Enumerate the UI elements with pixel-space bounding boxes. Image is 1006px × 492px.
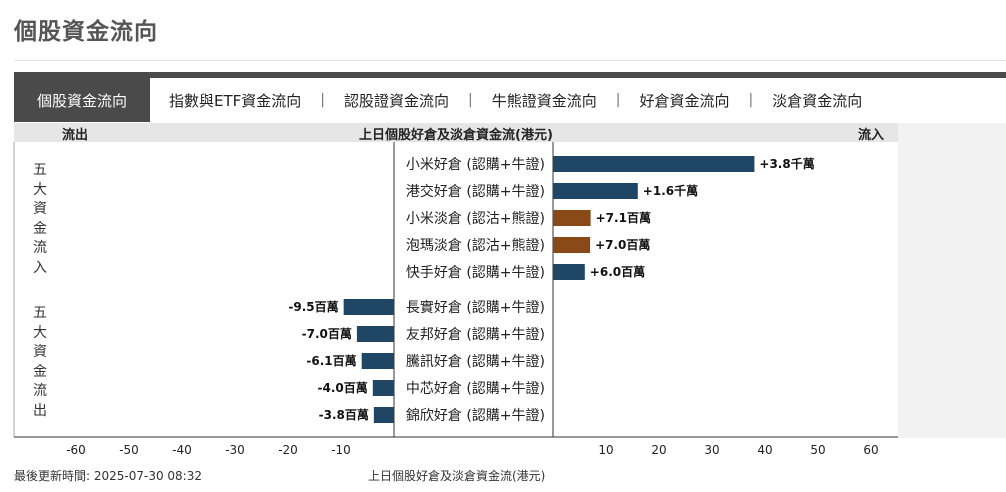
inflow-bar bbox=[553, 264, 585, 280]
inflow-value-label: +3.8千萬 bbox=[759, 156, 814, 171]
top5-outflow-side-label: 五大資金流出 bbox=[33, 305, 47, 419]
inflow-value-label: +7.1百萬 bbox=[596, 210, 651, 225]
last-updated-time: 最後更新時間: 2025-07-30 08:32 bbox=[14, 469, 202, 483]
x-tick-label: 20 bbox=[651, 443, 666, 457]
outflow-bar bbox=[372, 380, 394, 396]
inflow-value-label: +1.6千萬 bbox=[643, 183, 698, 198]
outflow-category-label: 中芯好倉 (認購+牛證) bbox=[406, 380, 545, 397]
outflow-value-label: -4.0百萬 bbox=[318, 380, 368, 395]
inflow-header-label: 流入 bbox=[857, 128, 884, 143]
tab-index-etf-fund-flow[interactable]: 指數與ETF資金流向 bbox=[169, 91, 302, 110]
tab-cbbc-fund-flow[interactable]: 牛熊證資金流向 bbox=[491, 91, 597, 110]
x-tick-label: -10 bbox=[331, 443, 351, 457]
tab-separator: | bbox=[468, 92, 473, 108]
x-tick-label: 50 bbox=[810, 443, 825, 457]
title-divider bbox=[14, 60, 1006, 61]
tab-separator: | bbox=[320, 92, 325, 108]
outflow-category-label: 友邦好倉 (認購+牛證) bbox=[406, 326, 545, 343]
outflow-category-label: 長實好倉 (認購+牛證) bbox=[406, 299, 545, 316]
outflow-category-label: 騰訊好倉 (認購+牛證) bbox=[406, 353, 545, 370]
outflow-bar bbox=[343, 299, 394, 315]
top5-inflow-side-label: 五大資金流入 bbox=[33, 162, 47, 276]
chart-caption: 上日個股好倉及淡倉資金流(港元) bbox=[368, 469, 546, 483]
x-tick-label: -50 bbox=[119, 443, 139, 457]
inflow-category-label: 港交好倉 (認購+牛證) bbox=[406, 183, 545, 200]
tab-stock-fund-flow[interactable]: 個股資金流向 bbox=[14, 78, 150, 122]
x-tick-label: -20 bbox=[278, 443, 298, 457]
chart-header: 流出 上日個股好倉及淡倉資金流(港元) 流入 bbox=[14, 123, 898, 143]
inflow-bar bbox=[553, 237, 591, 253]
inflow-category-label: 小米好倉 (認購+牛證) bbox=[406, 156, 545, 173]
tab-long-fund-flow[interactable]: 好倉資金流向 bbox=[639, 91, 730, 110]
outflow-value-label: -9.5百萬 bbox=[288, 299, 338, 314]
tab-separator: | bbox=[615, 92, 621, 108]
inflow-bar bbox=[553, 156, 755, 172]
inflow-category-label: 泡瑪淡倉 (認沽+熊證) bbox=[406, 237, 545, 254]
outflow-value-label: -3.8百萬 bbox=[319, 407, 369, 422]
x-tick-label: -40 bbox=[172, 443, 192, 457]
chart-right-pad bbox=[898, 142, 1006, 438]
outflow-value-label: -7.0百萬 bbox=[302, 326, 352, 341]
inflow-bar bbox=[553, 210, 591, 226]
chart-title: 上日個股好倉及淡倉資金流(港元) bbox=[359, 128, 553, 143]
x-tick-label: 10 bbox=[598, 443, 613, 457]
x-tick-label: -30 bbox=[225, 443, 245, 457]
page-title: 個股資金流向 bbox=[14, 19, 158, 45]
outflow-bar bbox=[356, 326, 394, 342]
tab-short-fund-flow[interactable]: 淡倉資金流向 bbox=[772, 91, 863, 110]
x-tick-label: -60 bbox=[66, 443, 86, 457]
inflow-category-label: 快手好倉 (認購+牛證) bbox=[406, 264, 545, 281]
inflow-value-label: +7.0百萬 bbox=[595, 237, 650, 252]
outflow-value-label: -6.1百萬 bbox=[306, 353, 356, 368]
tab-warrant-fund-flow[interactable]: 認股證資金流向 bbox=[344, 91, 450, 110]
x-tick-label: 40 bbox=[757, 443, 772, 457]
inflow-bar bbox=[553, 183, 638, 199]
x-tick-label: 60 bbox=[863, 443, 878, 457]
outflow-bar bbox=[373, 407, 394, 423]
inflow-category-label: 小米淡倉 (認沽+熊證) bbox=[406, 210, 545, 227]
outflow-category-label: 錦欣好倉 (認購+牛證) bbox=[406, 407, 545, 424]
outflow-header-label: 流出 bbox=[62, 128, 89, 143]
inflow-value-label: +6.0百萬 bbox=[590, 264, 645, 279]
outflow-bar bbox=[361, 353, 394, 369]
tab-separator: | bbox=[748, 92, 754, 108]
header-right-pad bbox=[898, 123, 1006, 142]
x-tick-label: 30 bbox=[704, 443, 719, 457]
tab-bar: 個股資金流向 指數與ETF資金流向 | 認股證資金流向 | 牛熊證資金流向 | … bbox=[14, 72, 1006, 122]
